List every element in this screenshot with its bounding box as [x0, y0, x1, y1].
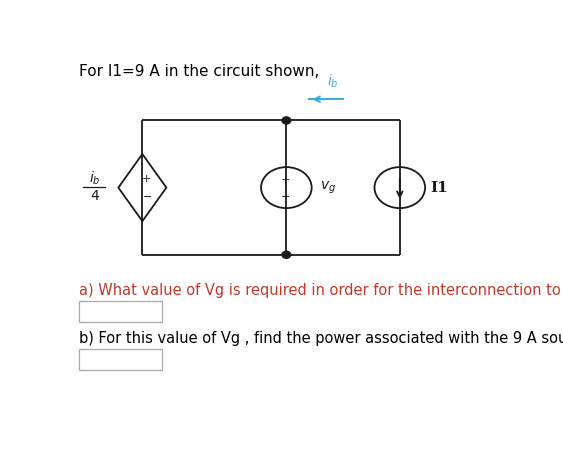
Text: $-$: $-$ [142, 190, 152, 201]
Text: +: + [281, 175, 290, 185]
Text: I1: I1 [430, 180, 448, 195]
Text: $v_g$: $v_g$ [320, 179, 336, 196]
Text: $i_b$: $i_b$ [327, 73, 338, 90]
Text: $-$: $-$ [280, 190, 291, 201]
Text: a) What value of Vg is required in order for the interconnection to be valid?: a) What value of Vg is required in order… [79, 283, 563, 298]
Text: b) For this value of Vg , find the power associated with the 9 A source.: b) For this value of Vg , find the power… [79, 331, 563, 346]
Bar [79, 302, 162, 322]
Text: 4: 4 [90, 190, 99, 203]
Circle shape [282, 117, 291, 124]
Circle shape [282, 251, 291, 258]
Text: $i_b$: $i_b$ [88, 170, 100, 187]
Text: +: + [142, 174, 151, 184]
Bar [79, 349, 162, 369]
Text: For I1=9 A in the circuit shown,: For I1=9 A in the circuit shown, [79, 64, 319, 79]
